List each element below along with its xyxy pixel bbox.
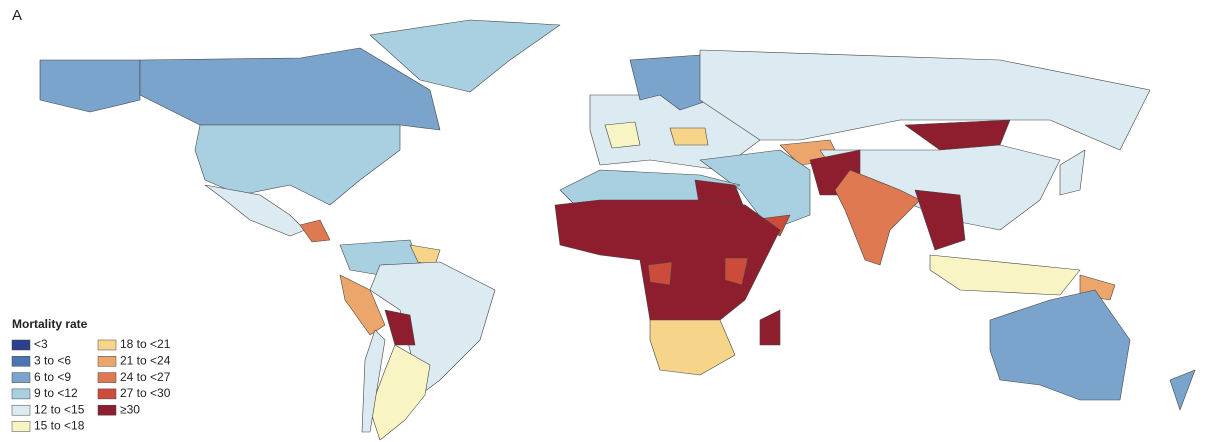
madagascar xyxy=(759,309,781,346)
legend-swatch xyxy=(11,339,31,351)
countries xyxy=(39,19,1196,441)
legend-swatch xyxy=(97,404,117,416)
greenland xyxy=(369,19,561,93)
legend-swatch xyxy=(97,388,117,400)
brazil xyxy=(369,261,496,396)
legend-label: 15 to <18 xyxy=(34,419,85,433)
legend-label: 21 to <24 xyxy=(120,353,171,367)
legend-swatch xyxy=(11,388,31,400)
southern-africa xyxy=(649,319,736,376)
legend-label: 3 to <6 xyxy=(34,353,71,367)
panel-label: A xyxy=(12,7,22,24)
australia xyxy=(989,289,1131,401)
russia xyxy=(699,49,1151,151)
legend-title: Mortality rate xyxy=(12,317,88,331)
mexico xyxy=(204,184,306,237)
legend-swatch xyxy=(97,339,117,351)
legend-swatch xyxy=(11,356,31,367)
legend-swatch xyxy=(11,372,31,383)
canada xyxy=(139,47,441,131)
legend-swatch xyxy=(97,356,117,367)
legend-label: ≥30 xyxy=(120,402,140,416)
balkans xyxy=(669,127,709,146)
legend-label: 9 to <12 xyxy=(34,386,78,400)
legend-label: 18 to <21 xyxy=(120,337,171,351)
indonesia xyxy=(929,254,1081,296)
legend: <3 3 to <6 6 to <9 9 to <12 12 to <15 15 to <… xyxy=(11,337,171,433)
legend-swatch xyxy=(11,404,31,416)
chile xyxy=(361,329,386,433)
new-zealand xyxy=(1169,369,1196,411)
legend-label: 27 to <30 xyxy=(120,386,171,400)
legend-label: <3 xyxy=(34,337,48,351)
southeast-asia xyxy=(914,189,966,251)
japan xyxy=(1059,149,1086,196)
argentina xyxy=(369,344,431,441)
bolivia xyxy=(384,309,416,346)
india xyxy=(834,169,921,266)
congo xyxy=(647,261,673,286)
legend-label: 12 to <15 xyxy=(34,402,85,416)
france xyxy=(604,121,641,149)
legend-label: 24 to <27 xyxy=(120,370,171,384)
east-africa xyxy=(724,257,749,286)
middle-east xyxy=(699,149,811,231)
legend-label: 6 to <9 xyxy=(34,370,71,384)
legend-swatch xyxy=(11,421,31,432)
usa xyxy=(194,124,401,206)
alaska xyxy=(39,59,141,113)
central-america xyxy=(299,219,331,243)
legend-swatch xyxy=(97,372,117,383)
peru xyxy=(339,274,386,336)
